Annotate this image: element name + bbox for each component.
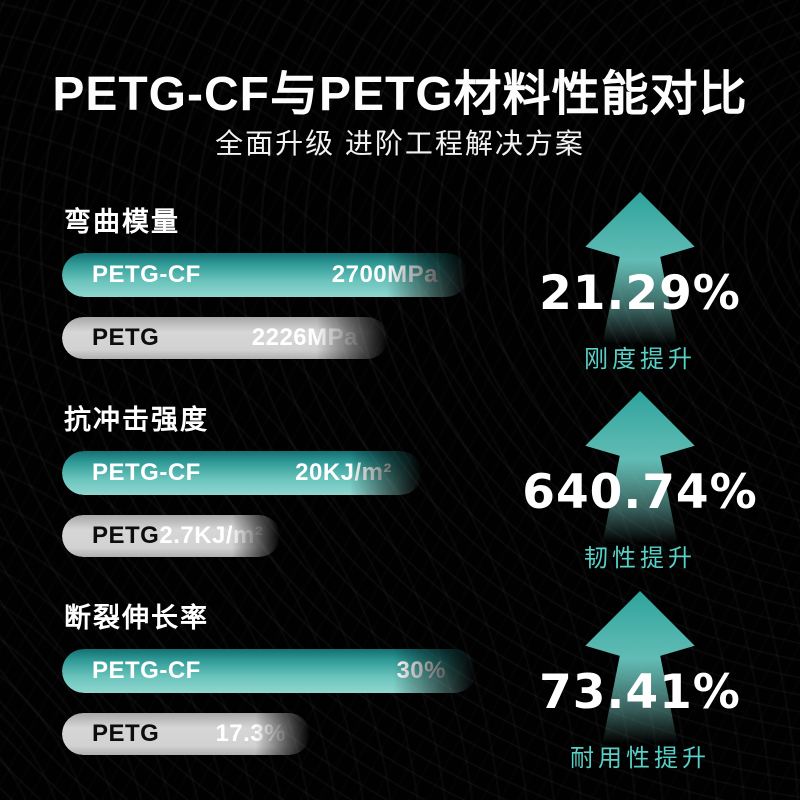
metric-label: 抗冲击强度	[64, 405, 209, 435]
arrow-up-icon	[585, 192, 695, 344]
metric-label: 弯曲模量	[64, 207, 180, 237]
page-subtitle: 全面升级 进阶工程解决方案	[215, 128, 585, 159]
bar-petg: PETG 17.3%	[62, 713, 310, 755]
bar-series-name: PETG	[92, 522, 160, 549]
bar-petg-cf: PETG-CF 2700MPa	[62, 253, 468, 297]
bar-series-name: PETG	[92, 720, 160, 747]
improvement-percent: 73.41%	[539, 665, 741, 720]
bar-series-name: PETG-CF	[92, 459, 201, 486]
improvement-elongation: 73.41% 耐用性提升	[535, 591, 745, 772]
bar-petg: PETG 2226MPa	[62, 317, 388, 359]
metric-label: 断裂伸长率	[64, 603, 209, 633]
bar-series-name: PETG-CF	[92, 657, 201, 684]
metric-section-impact-strength: 抗冲击强度 PETG-CF 20KJ/m² PETG 2.7KJ/m²	[62, 404, 542, 557]
improvement-flexural-modulus: 21.29% 刚度提升	[535, 192, 745, 373]
bar-petg-cf: PETG-CF 20KJ/m²	[62, 451, 422, 495]
improvement-percent: 21.29%	[539, 266, 741, 321]
bar-petg: PETG 2.7KJ/m²	[62, 515, 280, 557]
bar-value: 2.7KJ/m²	[159, 522, 264, 549]
bar-value: 20KJ/m²	[295, 459, 392, 486]
bar-value: 30%	[396, 657, 446, 684]
arrow-up-icon	[585, 591, 695, 743]
bar-series-name: PETG-CF	[92, 261, 201, 288]
bar-petg-cf: PETG-CF 30%	[62, 649, 476, 693]
metric-section-elongation: 断裂伸长率 PETG-CF 30% PETG 17.3%	[62, 602, 542, 755]
arrow-up-icon	[585, 391, 695, 543]
improvement-impact-strength: 640.74% 韧性提升	[522, 391, 757, 572]
improvement-label: 刚度提升	[584, 346, 696, 373]
bar-value: 2700MPa	[331, 261, 438, 288]
bar-series-name: PETG	[92, 324, 160, 351]
page-title: PETG-CF与PETG材料性能对比	[52, 68, 748, 121]
bar-value: 17.3%	[215, 720, 286, 747]
improvement-label: 耐用性提升	[570, 745, 710, 772]
improvement-percent: 640.74%	[522, 465, 758, 520]
improvement-label: 韧性提升	[584, 545, 696, 572]
bar-value: 2226MPa	[251, 324, 358, 351]
metric-section-flexural-modulus: 弯曲模量 PETG-CF 2700MPa PETG 2226MPa	[62, 206, 542, 359]
